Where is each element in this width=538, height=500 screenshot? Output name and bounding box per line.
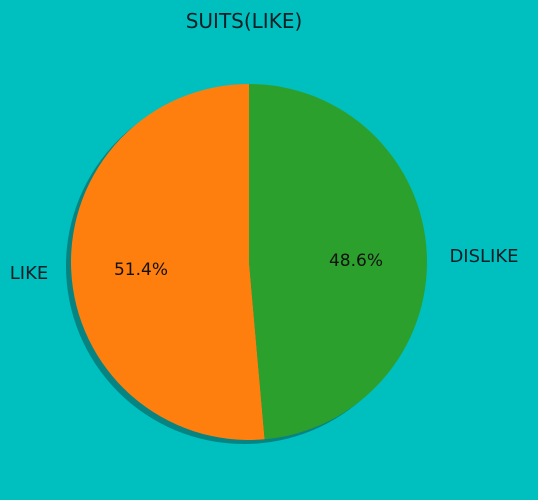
slice-label-dislike: DISLIKE bbox=[449, 246, 518, 267]
pct-label-dislike: 48.6% bbox=[329, 251, 383, 271]
pie-slice-dislike bbox=[249, 84, 427, 440]
pct-label-like: 51.4% bbox=[114, 260, 168, 280]
pie-slices bbox=[70, 84, 427, 441]
slice-label-like: LIKE bbox=[10, 263, 49, 284]
chart-title: SUITS(LIKE) bbox=[186, 9, 303, 33]
pie-slice-like bbox=[70, 84, 265, 441]
